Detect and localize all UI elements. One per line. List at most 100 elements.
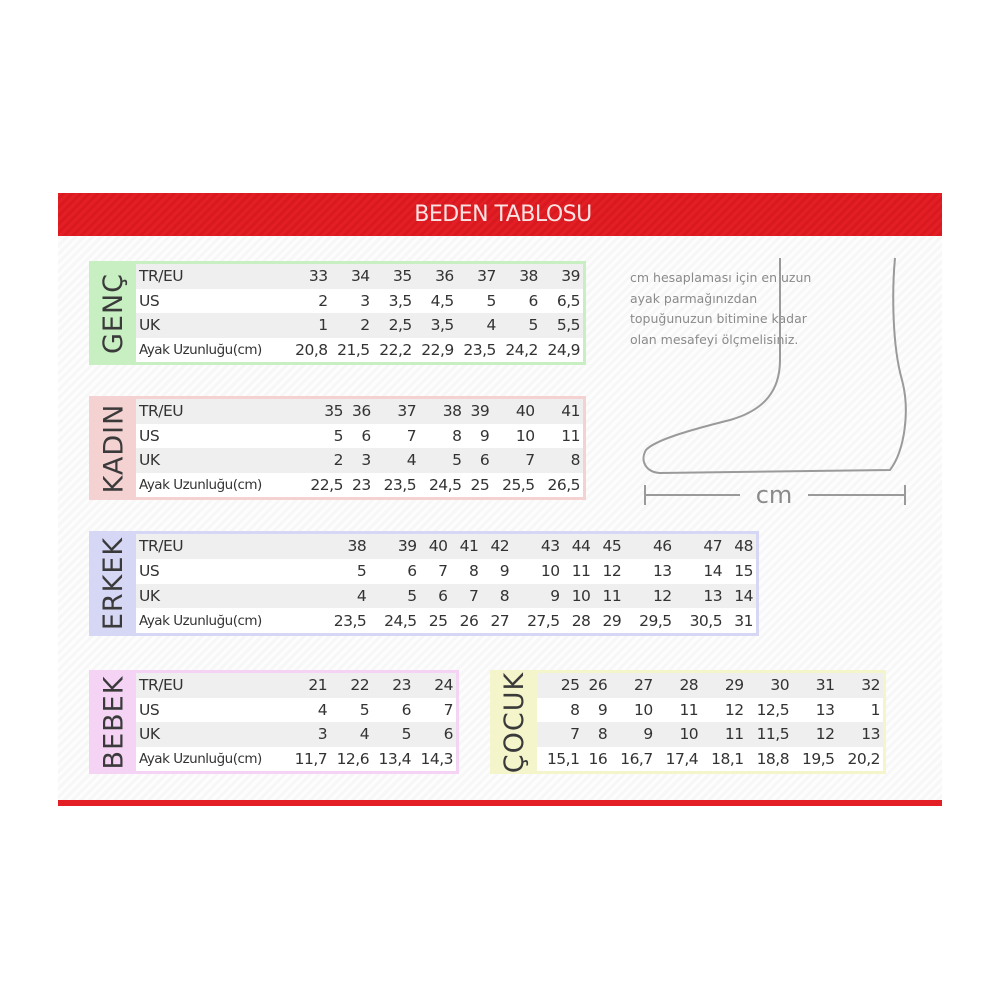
size-cell: 5,5 xyxy=(540,313,583,338)
table-row: 8 9 10 11 12 12,5 13 1 xyxy=(537,698,883,723)
row-label: UK xyxy=(136,722,289,747)
row-label: UK xyxy=(136,448,301,473)
size-cell: 38 xyxy=(419,399,465,424)
size-cell: 25 xyxy=(428,611,448,630)
size-cell: 13 xyxy=(674,583,726,609)
size-cell: 14 xyxy=(703,562,723,581)
size-cell: 24 xyxy=(414,673,456,698)
row-label: US xyxy=(139,291,160,310)
size-cell: 8 xyxy=(582,722,611,747)
size-cell: 9 xyxy=(597,700,608,719)
size-cell: 8 xyxy=(537,448,583,473)
table-genc: GENÇ TR/EU 33 34 35 36 37 38 39 US 2 3 3,5 4,5 5 6 6,5 UK… xyxy=(89,261,586,365)
table-row: TR/EU 33 34 35 36 37 38 39 xyxy=(136,264,583,289)
size-cell: 4 xyxy=(318,583,370,609)
size-cell: 22 xyxy=(330,673,373,698)
table-erkek: ERKEK TR/EU 38 39 40 41 42 43 44 45 46 47 48 US 5 6 7 8 9 1… xyxy=(89,531,759,636)
row-label: TR/EU xyxy=(136,399,301,424)
size-cell: 10 xyxy=(562,583,594,609)
table-row: Ayak Uzunluğu(cm) 23,5 24,5 25 26 27 27,5 28 29 2… xyxy=(136,608,756,633)
size-cell: 7 xyxy=(492,448,538,473)
size-cell: 44 xyxy=(562,534,594,559)
size-cell: 39 xyxy=(369,534,420,559)
size-cell: 17,4 xyxy=(665,749,699,768)
size-table: TR/EU 35 36 37 38 39 40 41 US 5 6 7 8 9 10 11 UK 2 3 4 5 6 7 8 A… xyxy=(136,399,583,497)
size-cell: 37 xyxy=(456,264,499,289)
section-label-text: ÇOCUK xyxy=(499,671,531,773)
table-row: US 5 6 7 8 9 10 11 12 13 14 15 xyxy=(136,559,756,584)
size-cell: 11,5 xyxy=(746,722,793,747)
size-cell: 16 xyxy=(588,749,608,768)
size-cell: 3 xyxy=(360,291,370,310)
size-cell: 8 xyxy=(481,583,513,609)
size-cell: 5 xyxy=(419,448,465,473)
row-label: TR/EU xyxy=(136,534,319,559)
size-cell: 23 xyxy=(351,475,371,494)
size-cell: 14 xyxy=(725,583,756,609)
size-cell: 43 xyxy=(512,534,563,559)
size-cell: 5 xyxy=(372,722,415,747)
size-cell: 25 xyxy=(470,475,490,494)
size-cell: 7 xyxy=(443,700,454,719)
size-cell: 3 xyxy=(345,448,374,473)
size-cell: 22,5 xyxy=(310,475,343,494)
size-cell: 6 xyxy=(528,291,539,310)
size-cell: 24,5 xyxy=(428,475,462,494)
table-row: UK 2 3 4 5 6 7 8 xyxy=(136,448,583,473)
size-cell: 1 xyxy=(870,700,881,719)
size-cell: 12 xyxy=(792,722,838,747)
size-cell: 39 xyxy=(540,264,583,289)
size-cell: 48 xyxy=(725,534,756,559)
section-label: ÇOCUK xyxy=(493,671,537,773)
section-label: BEBEK xyxy=(92,673,136,771)
size-cell: 10 xyxy=(540,562,560,581)
size-cell: 30,5 xyxy=(689,611,723,630)
table-row: TR/EU 21 22 23 24 xyxy=(136,673,456,698)
title-bar: BEDEN TABLOSU xyxy=(58,193,942,236)
size-cell: 33 xyxy=(288,264,331,289)
page-title: BEDEN TABLOSU xyxy=(414,202,592,227)
size-table: 25 26 27 28 29 30 31 32 8 9 10 11 12 12,5 13 1 7 8 9 10 11 11… xyxy=(537,673,883,771)
size-cell: 3 xyxy=(288,722,331,747)
size-cell: 27 xyxy=(490,611,510,630)
size-cell: 6 xyxy=(361,426,371,445)
table-row: Ayak Uzunluğu(cm) 11,7 12,6 13,4 14,3 xyxy=(136,747,456,772)
size-cell: 9 xyxy=(610,722,656,747)
size-cell: 26,5 xyxy=(547,475,580,494)
size-cell: 6,5 xyxy=(556,291,581,310)
size-cell: 13 xyxy=(652,562,672,581)
size-cell: 23 xyxy=(372,673,415,698)
size-cell: 9 xyxy=(512,583,563,609)
size-cell: 24,2 xyxy=(505,340,538,359)
section-label-text: GENÇ xyxy=(98,272,130,354)
size-cell: 24,9 xyxy=(547,340,580,359)
size-cell: 4 xyxy=(456,313,499,338)
table-row: UK 1 2 2,5 3,5 4 5 5,5 xyxy=(136,313,583,338)
size-cell: 5 xyxy=(498,313,541,338)
size-cell: 4 xyxy=(330,722,373,747)
size-cell: 35 xyxy=(372,264,415,289)
size-cell: 10 xyxy=(633,700,653,719)
size-cell: 7 xyxy=(406,426,417,445)
size-cell: 21 xyxy=(288,673,331,698)
size-cell: 2 xyxy=(330,313,373,338)
size-cell: 47 xyxy=(674,534,726,559)
size-cell: 32 xyxy=(837,673,883,698)
size-cell: 11 xyxy=(701,722,747,747)
section-label-text: ERKEK xyxy=(98,536,130,631)
size-cell: 40 xyxy=(419,534,451,559)
size-cell: 30 xyxy=(746,673,793,698)
size-cell: 5 xyxy=(369,583,420,609)
size-cell: 5 xyxy=(486,291,496,310)
size-cell: 23,5 xyxy=(463,340,496,359)
size-cell: 16,7 xyxy=(620,749,653,768)
size-cell: 24,5 xyxy=(384,611,417,630)
size-cell: 36 xyxy=(414,264,457,289)
size-cell: 7 xyxy=(450,583,482,609)
row-label: US xyxy=(139,426,160,445)
size-cell: 23,5 xyxy=(333,611,367,630)
size-cell: 41 xyxy=(537,399,583,424)
size-cell: 7 xyxy=(537,722,583,747)
bottom-red-bar xyxy=(58,800,942,806)
size-table: TR/EU 33 34 35 36 37 38 39 US 2 3 3,5 4,5 5 6 6,5 UK 1 2 2,… xyxy=(136,264,583,362)
